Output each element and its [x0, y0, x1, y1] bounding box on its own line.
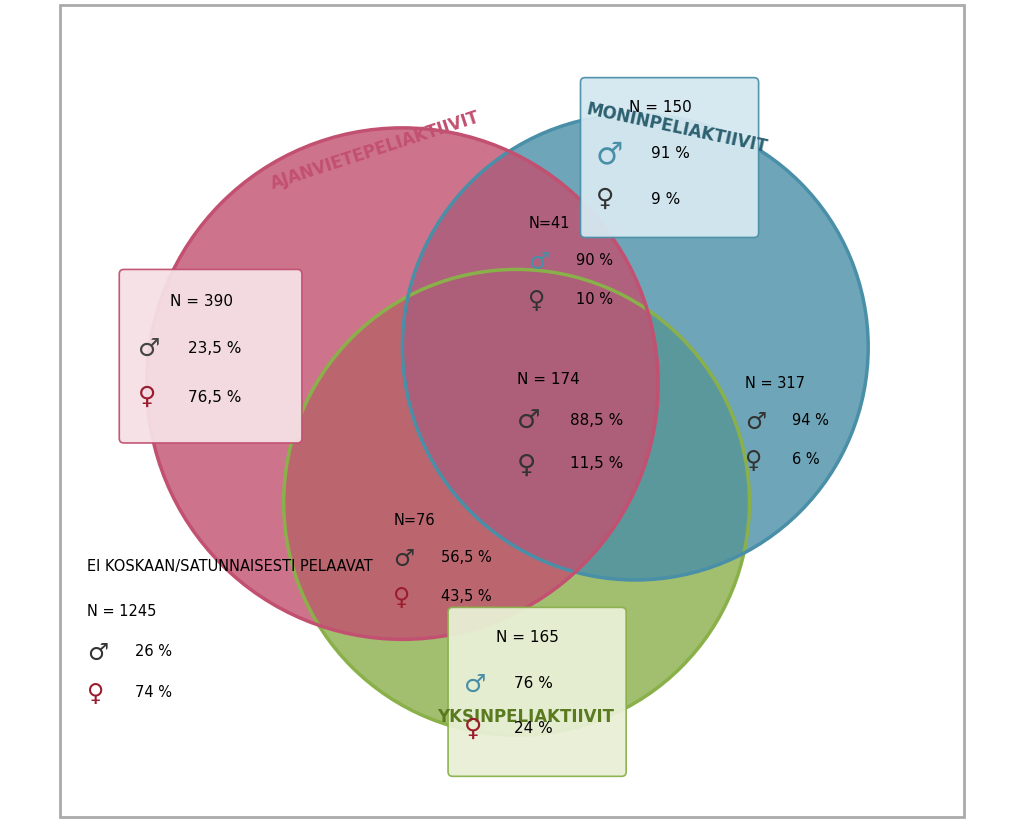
Text: ♂: ♂ [464, 673, 486, 697]
Text: N=41: N=41 [528, 216, 570, 231]
Text: 91 %: 91 % [651, 146, 690, 161]
Text: ♂: ♂ [393, 547, 415, 571]
Text: YKSINPELIAKTIIVIT: YKSINPELIAKTIIVIT [437, 708, 614, 726]
Text: 9 %: 9 % [651, 192, 680, 206]
Text: N = 165: N = 165 [496, 630, 559, 645]
Text: 76,5 %: 76,5 % [187, 390, 241, 404]
Text: ♂: ♂ [744, 410, 766, 434]
Circle shape [402, 114, 868, 580]
Text: ♂: ♂ [87, 641, 109, 665]
Text: EI KOSKAAN/SATUNNAISESTI PELAAVAT: EI KOSKAAN/SATUNNAISESTI PELAAVAT [87, 559, 373, 574]
Text: 26 %: 26 % [135, 644, 172, 658]
Text: ♀: ♀ [744, 450, 762, 473]
FancyBboxPatch shape [59, 5, 965, 817]
Text: 88,5 %: 88,5 % [569, 413, 623, 427]
Text: N = 1245: N = 1245 [87, 604, 157, 620]
Text: 76 %: 76 % [514, 676, 553, 690]
Text: N = 174: N = 174 [516, 372, 580, 386]
Text: ♂: ♂ [596, 141, 624, 170]
Text: ♀: ♀ [137, 386, 156, 409]
Text: N=76: N=76 [393, 513, 435, 528]
FancyBboxPatch shape [119, 270, 302, 443]
Text: ♀: ♀ [393, 586, 411, 610]
Text: MONINPELIAKTIIVIT: MONINPELIAKTIIVIT [585, 99, 769, 156]
Text: 56,5 %: 56,5 % [440, 550, 492, 565]
Text: ♀: ♀ [464, 717, 482, 741]
Text: 10 %: 10 % [575, 292, 613, 307]
FancyBboxPatch shape [581, 77, 759, 238]
Text: ♂: ♂ [137, 337, 160, 361]
Circle shape [146, 128, 658, 640]
Text: 43,5 %: 43,5 % [440, 589, 492, 604]
Text: N = 317: N = 317 [744, 376, 805, 391]
Text: 74 %: 74 % [135, 685, 172, 700]
Text: 11,5 %: 11,5 % [569, 456, 623, 472]
Text: 24 %: 24 % [514, 722, 553, 737]
FancyBboxPatch shape [449, 607, 626, 776]
Circle shape [284, 270, 750, 735]
Text: ♂: ♂ [516, 409, 541, 435]
Text: ♀: ♀ [596, 187, 614, 211]
Text: 23,5 %: 23,5 % [187, 341, 241, 357]
Text: AJANVIETEPELIAKTIIVIT: AJANVIETEPELIAKTIIVIT [268, 109, 482, 193]
Text: ♀: ♀ [528, 289, 546, 313]
Text: N = 150: N = 150 [629, 100, 691, 115]
Text: 94 %: 94 % [793, 413, 829, 427]
Text: 6 %: 6 % [793, 452, 820, 467]
Text: ♀: ♀ [516, 453, 536, 478]
Text: ♀: ♀ [87, 682, 104, 706]
Text: N = 390: N = 390 [170, 294, 233, 309]
Text: 90 %: 90 % [575, 253, 613, 268]
Text: ♂: ♂ [528, 250, 550, 274]
